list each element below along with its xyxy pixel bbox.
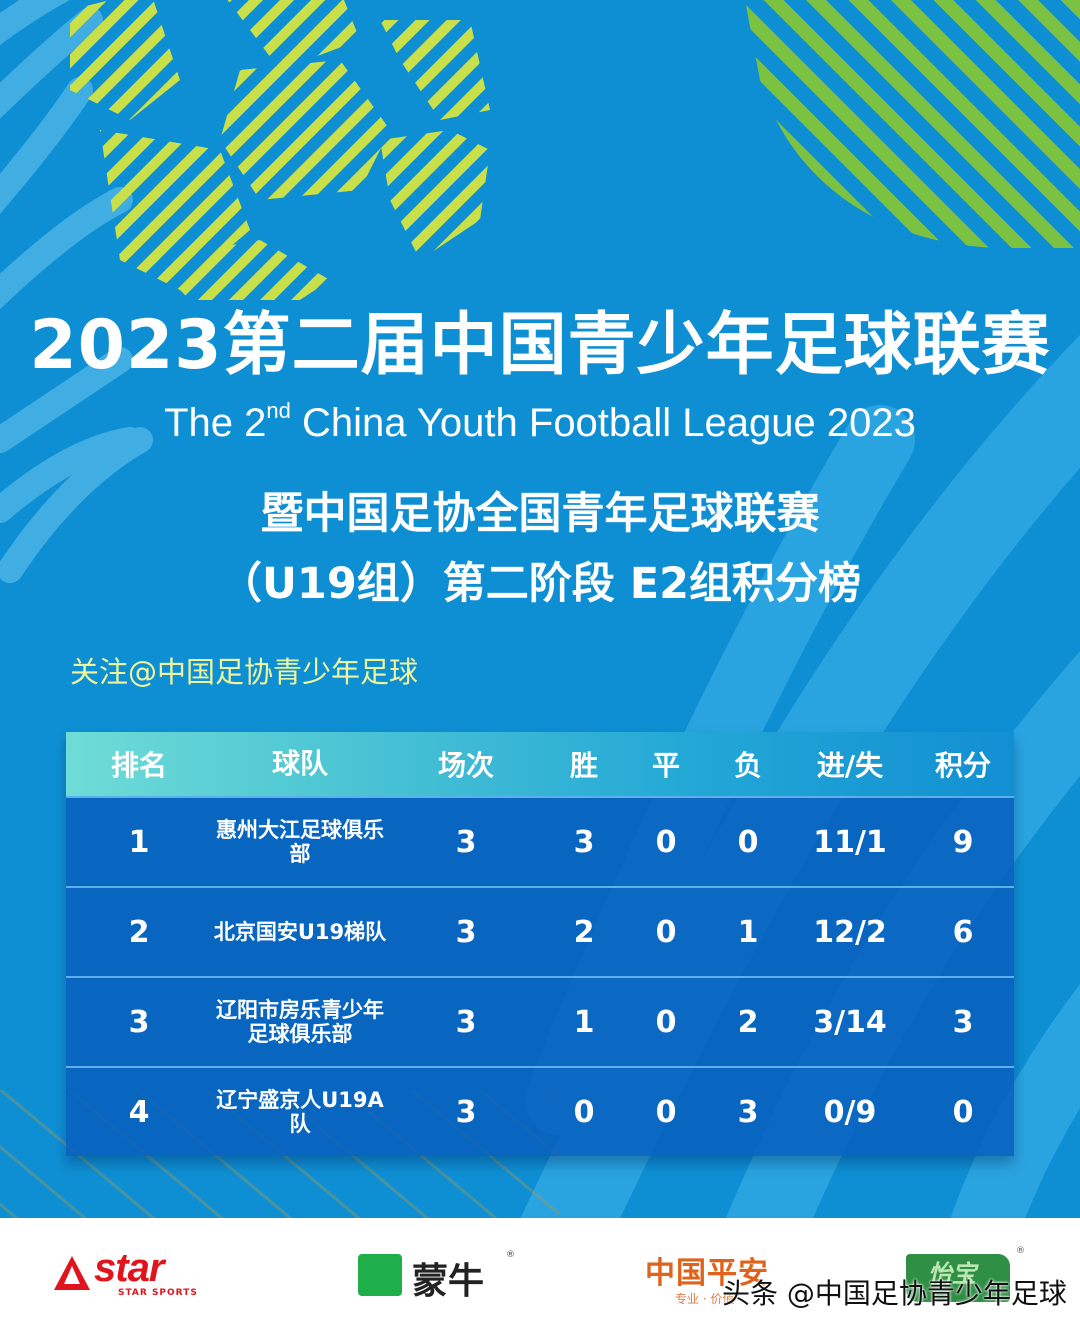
lost-cell: 1 — [737, 914, 759, 950]
column-header-played: 场次 — [437, 749, 494, 782]
yibao-logo: 怡宝 ® — [906, 1246, 1026, 1308]
points-cell: 0 — [952, 1094, 974, 1130]
pingan-wordmark: 中国平安 — [645, 1256, 769, 1291]
mengniu-emblem-icon — [358, 1254, 402, 1296]
won-cell: 1 — [573, 1004, 595, 1040]
pingan-slogan: 专业 · 价值 — [675, 1292, 735, 1306]
table-header: 排名 球队 场次 胜 平 负 进/失 积分 — [66, 732, 1014, 796]
yibao-flag-icon — [906, 1254, 1010, 1302]
english-title: The 2nd China Youth Football League 2023 — [0, 398, 1080, 448]
column-header-team: 球队 — [271, 747, 328, 780]
table-row: 2 北京国安U19梯队 3 2 0 1 12/2 6 — [66, 886, 1014, 976]
drawn-cell: 0 — [655, 914, 677, 950]
star-sports-logo: star STAR SPORTS — [52, 1246, 232, 1308]
column-header-lost: 负 — [733, 749, 762, 782]
lost-cell: 3 — [737, 1094, 759, 1130]
team-cell: 惠州大江足球俱乐部 — [216, 818, 384, 866]
table-row: 1 惠州大江足球俱乐部 3 3 0 0 11/1 9 — [66, 796, 1014, 886]
standings-table: 排名 球队 场次 胜 平 负 进/失 积分 1 惠州大江足球俱乐部 3 3 0 … — [66, 732, 1014, 1156]
column-header-goals: 进/失 — [816, 749, 884, 782]
played-cell: 3 — [455, 1004, 477, 1040]
rank-cell: 4 — [128, 1094, 150, 1130]
column-header-rank: 排名 — [110, 749, 167, 782]
played-cell: 3 — [455, 914, 477, 950]
rank-cell: 3 — [128, 1004, 150, 1040]
subtitle-line2: （U19组）第二阶段 E2组积分榜 — [218, 559, 862, 609]
goals-cell: 3/14 — [813, 1004, 887, 1040]
registered-mark: ® — [1016, 1246, 1025, 1256]
team-cell: 辽阳市房乐青少年 足球俱乐部 — [212, 998, 388, 1046]
english-title-sup: nd — [266, 398, 291, 423]
won-cell: 2 — [573, 914, 595, 950]
pingan-logo: 中国平安 专业 · 价值 — [645, 1248, 795, 1308]
drawn-cell: 0 — [655, 1094, 677, 1130]
table-row: 3 辽阳市房乐青少年 足球俱乐部 3 1 0 2 3/14 3 — [66, 976, 1014, 1066]
won-cell: 3 — [573, 824, 595, 860]
goals-cell: 0/9 — [823, 1094, 877, 1130]
goals-cell: 11/1 — [813, 824, 887, 860]
column-header-won: 胜 — [569, 749, 598, 782]
points-cell: 3 — [952, 1004, 974, 1040]
table-row: 4 辽宁盛京人U19A队 3 0 0 3 0/9 0 — [66, 1066, 1014, 1156]
team-cell: 北京国安U19梯队 — [213, 920, 387, 944]
subtitle-line1: 暨中国足协全国青年足球联赛 — [260, 489, 820, 539]
mengniu-wordmark: 蒙牛 — [412, 1261, 485, 1302]
page-title: 2023第二届中国青少年足球联赛 — [29, 306, 1051, 385]
rank-cell: 2 — [128, 914, 150, 950]
rank-cell: 1 — [128, 824, 150, 860]
follow-text: 关注@中国足协青少年足球 — [70, 655, 419, 689]
mengniu-logo: 蒙牛 ® — [358, 1250, 518, 1302]
sponsor-footer: star STAR SPORTS 蒙牛 ® 中国平安 专业 · 价值 怡宝 ® … — [0, 1218, 1080, 1331]
column-header-drawn: 平 — [651, 749, 680, 782]
team-name-line1: 辽阳市房乐青少年 — [216, 998, 384, 1022]
english-title-pre: The 2 — [164, 401, 267, 445]
points-cell: 6 — [952, 914, 974, 950]
yibao-wordmark: 怡宝 — [928, 1260, 976, 1288]
lost-cell: 0 — [737, 824, 759, 860]
toutiao-watermark: 头条 @中国足协青少年足球 — [722, 1277, 1067, 1310]
played-cell: 3 — [455, 824, 477, 860]
star-triangle-icon — [54, 1256, 90, 1290]
points-cell: 9 — [952, 824, 974, 860]
won-cell: 0 — [573, 1094, 595, 1130]
english-title-post: China Youth Football League 2023 — [290, 401, 916, 445]
team-name-line2: 足球俱乐部 — [247, 1022, 353, 1046]
column-header-points: 积分 — [934, 749, 991, 782]
star-subtext: STAR SPORTS — [118, 1288, 198, 1298]
drawn-cell: 0 — [655, 1004, 677, 1040]
star-wordmark: star — [94, 1246, 164, 1290]
lost-cell: 2 — [737, 1004, 759, 1040]
drawn-cell: 0 — [655, 824, 677, 860]
goals-cell: 12/2 — [813, 914, 887, 950]
poster: 2023第二届中国青少年足球联赛 The 2nd China Youth Foo… — [0, 0, 1080, 1218]
registered-mark: ® — [506, 1250, 515, 1260]
played-cell: 3 — [455, 1094, 477, 1130]
team-cell: 辽宁盛京人U19A队 — [216, 1088, 384, 1136]
